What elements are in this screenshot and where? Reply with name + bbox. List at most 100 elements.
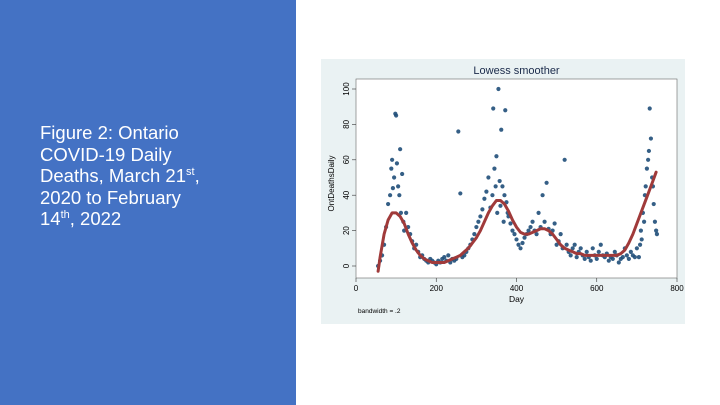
data-point	[646, 148, 652, 154]
data-point	[641, 219, 647, 224]
data-point	[639, 237, 644, 242]
x-tick-label: 800	[670, 284, 684, 293]
data-point	[482, 196, 487, 201]
data-point	[474, 224, 479, 230]
data-point	[502, 193, 507, 198]
data-point	[526, 228, 531, 233]
data-point	[648, 136, 654, 141]
data-point	[651, 201, 656, 207]
left-panel: Figure 2: Ontario COVID-19 Daily Deaths,…	[0, 0, 296, 405]
data-point	[620, 255, 625, 260]
data-point	[394, 113, 399, 118]
data-point	[552, 221, 557, 226]
data-point	[404, 210, 409, 215]
data-point	[568, 253, 573, 258]
data-point	[503, 108, 508, 113]
title-line-5-text: 14	[40, 208, 61, 229]
data-point	[584, 249, 589, 254]
data-point	[492, 166, 497, 171]
data-point	[514, 237, 519, 242]
data-point	[500, 184, 505, 189]
data-point	[501, 219, 506, 224]
chart-area: Lowess smoother 0 200 400 600 800 Day 0 20 40 60 80…	[321, 59, 685, 324]
lowess-chart: Lowess smoother 0 200 400 600 800 Day 0 20 40 60 80…	[327, 65, 684, 304]
data-point	[388, 193, 393, 198]
data-point	[484, 189, 489, 194]
data-point	[390, 186, 396, 191]
data-point	[516, 242, 521, 247]
data-point	[392, 175, 397, 180]
data-point	[596, 249, 601, 254]
plot-region	[355, 78, 678, 279]
data-point	[458, 191, 463, 196]
y-tick-label: 80	[342, 119, 351, 128]
data-point	[396, 184, 401, 189]
data-point	[606, 258, 611, 263]
data-point	[478, 214, 483, 219]
data-point	[652, 219, 658, 224]
data-point	[647, 106, 652, 111]
data-point	[400, 171, 405, 177]
data-point	[456, 129, 461, 134]
data-point	[494, 154, 499, 159]
data-point	[389, 166, 394, 171]
title-line-2: COVID-19 Daily	[40, 143, 172, 165]
data-point	[544, 180, 549, 185]
data-point	[558, 232, 563, 237]
title-line-3-text: Deaths, March 21	[40, 165, 187, 186]
data-point	[616, 260, 621, 265]
data-point	[644, 166, 650, 171]
data-point	[510, 228, 515, 233]
x-tick-label: 600	[590, 284, 604, 293]
data-point	[491, 106, 496, 111]
data-point	[594, 256, 599, 262]
data-point	[646, 157, 651, 162]
data-point	[499, 127, 504, 132]
data-point	[518, 246, 523, 251]
data-point	[654, 228, 659, 233]
x-tick-label: 400	[510, 284, 524, 293]
data-point	[540, 193, 545, 198]
data-point	[446, 253, 451, 258]
data-point	[632, 255, 637, 260]
data-point	[480, 207, 485, 212]
data-point	[554, 242, 559, 247]
title-line-5-sup: th	[60, 208, 70, 221]
data-point	[582, 256, 587, 262]
data-point	[497, 178, 502, 184]
data-point	[626, 256, 631, 262]
y-tick-label: 0	[342, 263, 351, 268]
slide-title: Figure 2: Ontario COVID-19 Daily Deaths,…	[40, 122, 280, 230]
y-tick-label: 60	[342, 155, 351, 164]
data-point	[390, 157, 395, 162]
data-point	[534, 232, 539, 237]
data-point	[472, 232, 477, 237]
data-point	[398, 147, 403, 152]
title-line-3: Deaths, March 21st,	[40, 165, 280, 187]
data-point	[530, 219, 535, 224]
data-point	[578, 246, 583, 251]
data-point	[398, 210, 404, 215]
data-point	[512, 232, 517, 237]
bandwidth-note: bandwidth = .2	[358, 308, 401, 315]
data-point	[570, 246, 575, 251]
data-point	[643, 184, 648, 189]
data-point	[574, 255, 579, 260]
title-line-3-sup: st	[186, 165, 195, 178]
data-point	[495, 210, 500, 215]
data-point	[637, 242, 643, 247]
data-point	[572, 242, 577, 247]
data-point	[628, 249, 633, 254]
data-point	[486, 175, 491, 180]
data-point	[636, 255, 641, 260]
data-point	[588, 258, 593, 263]
data-point	[634, 246, 639, 251]
data-point	[638, 228, 643, 233]
data-point	[442, 255, 447, 260]
data-point	[624, 253, 629, 258]
title-line-5-end: , 2022	[69, 208, 122, 229]
data-point	[476, 219, 481, 224]
data-point	[520, 240, 525, 246]
data-point	[490, 193, 495, 198]
data-point	[498, 203, 503, 208]
